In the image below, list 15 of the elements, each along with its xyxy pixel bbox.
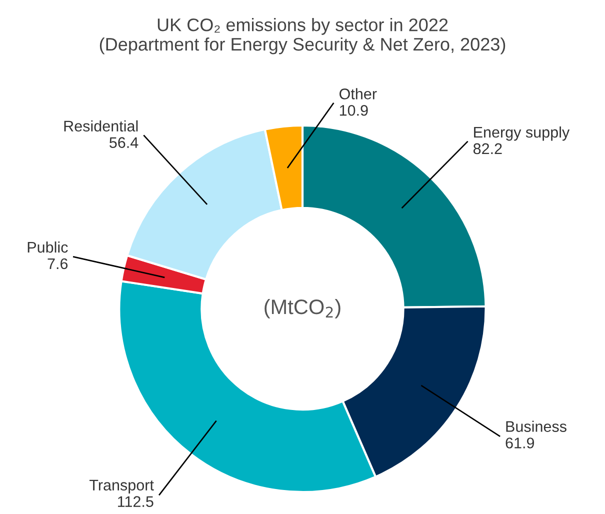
slice-label: Residential xyxy=(64,120,138,132)
data-label: 10.9 xyxy=(340,104,368,116)
data-label: 112.5 xyxy=(118,496,154,507)
data-label: 56.4 xyxy=(110,137,138,148)
slice-label: Transport xyxy=(89,480,154,494)
data-label: 61.9 xyxy=(506,438,534,448)
slice-label: Energy supply xyxy=(474,126,570,141)
chart-title: UK CO₂ emissions by sector in 2022 xyxy=(158,18,448,35)
data-label: 7.6 xyxy=(48,258,68,270)
slice-label: Public xyxy=(28,241,68,253)
slice-label: Other xyxy=(340,88,377,100)
slice-label: Business xyxy=(506,420,566,432)
text: (MtCO$_{2}$) xyxy=(264,298,340,318)
data-label: 82.2 xyxy=(473,143,502,154)
chart-subtitle: (Department for Energy Security & Net Zero, 2023) xyxy=(100,37,506,54)
